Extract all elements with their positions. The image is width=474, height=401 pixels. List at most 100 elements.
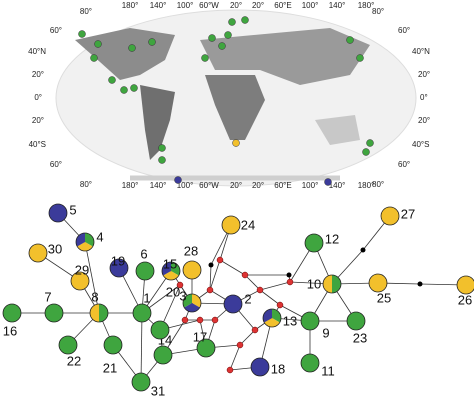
median-vector [236,341,244,349]
lon-label: 60°W [199,181,219,190]
lat-label: 40°S [412,140,429,149]
haplotype-node [28,243,48,263]
node-label: 16 [3,323,17,338]
sample-point [158,156,166,164]
lat-label: 40°S [29,140,46,149]
network-edge [239,329,256,346]
lon-label: 100° [302,181,319,190]
haplotype-node [221,215,241,235]
node-label: 26 [458,292,472,307]
missing-haplotype [208,262,214,268]
haplotype-node [380,206,400,226]
lat-label: 20° [32,116,44,125]
lon-label: 140° [329,181,346,190]
lat-label: 20° [418,70,430,79]
lat-label: 80° [372,7,384,16]
south-america [140,85,175,160]
lon-label: 140° [150,1,167,10]
haplotype-node [131,372,151,392]
haplotype-node [262,308,282,328]
haplotype-node [58,335,78,355]
sample-point [158,144,166,152]
haplotype-node [75,232,95,252]
median-vector [181,316,189,324]
node-label: 7 [44,289,51,304]
sample-point [208,34,216,42]
missing-haplotype [360,247,366,253]
median-vector [211,316,219,324]
missing-haplotype [417,281,423,287]
node-label: 25 [377,290,391,305]
haplotype-node [456,275,474,295]
network-edge [209,264,212,291]
lon-label: 180° [122,181,139,190]
sample-point [174,176,182,184]
lon-label: 140° [150,181,167,190]
haplotype-node-slice [77,242,93,251]
sample-point [108,76,116,84]
node-label: 18 [271,361,285,376]
haplotype-node [161,261,181,281]
lon-label: 180° [122,1,139,10]
median-vector [241,271,249,279]
lat-label: 20° [32,70,44,79]
haplotype-node [103,335,123,355]
network-edge [244,274,261,291]
sample-point [218,42,226,50]
lat-label: 60° [50,160,62,169]
missing-haplotype [286,272,292,278]
haplotype-node [150,320,170,340]
haplotype-node-slice [332,275,341,293]
median-vector [176,281,184,289]
lon-label: 60°E [274,1,291,10]
sample-point [130,84,138,92]
haplotype-node [368,273,388,293]
network-edge [259,281,291,291]
haplotype-node [89,303,109,323]
node-label: 19 [111,253,125,268]
node-label: 22 [67,353,81,368]
lat-label: 0° [34,93,42,102]
lon-label: 180° [358,1,375,10]
sample-point [94,40,102,48]
node-label: 9 [322,325,329,340]
node-label: 1 [143,290,150,305]
sample-point [362,148,370,156]
lon-label: 60°W [199,1,219,10]
lon-label: 100° [177,181,194,190]
network-edge [219,259,246,276]
node-label: 21 [103,360,117,375]
sample-point [120,86,128,94]
median-vector [251,326,259,334]
network-edge [209,259,221,291]
node-label: 31 [151,383,165,398]
node-label: 3 [179,288,186,303]
haplotype-node [346,311,366,331]
node-label: 15 [163,256,177,271]
node-label: 28 [184,243,198,258]
node-label: 10 [307,276,321,291]
network-edge [229,344,241,371]
lon-label: 60°E [274,181,291,190]
haplotype-node [135,261,155,281]
node-label: 30 [48,241,62,256]
node-label: 2 [244,291,251,306]
median-vector [256,286,264,294]
median-vector [226,366,234,374]
africa [205,75,265,140]
haplotype-node-slice [163,271,179,280]
lat-label: 80° [80,7,92,16]
haplotype-node [223,294,243,314]
lon-label: 100° [302,1,319,10]
lon-label: 100° [177,1,194,10]
lon-label: 20° [252,1,264,10]
lat-label: 80° [372,180,384,189]
lon-label: 20° [230,181,242,190]
haplotype-node [182,260,202,280]
haplotype-node [322,274,342,294]
median-vector [216,256,224,264]
haplotype-node [300,311,320,331]
node-label: 4 [96,229,103,244]
haplotype-node [109,258,129,278]
lat-label: 60° [398,26,410,35]
